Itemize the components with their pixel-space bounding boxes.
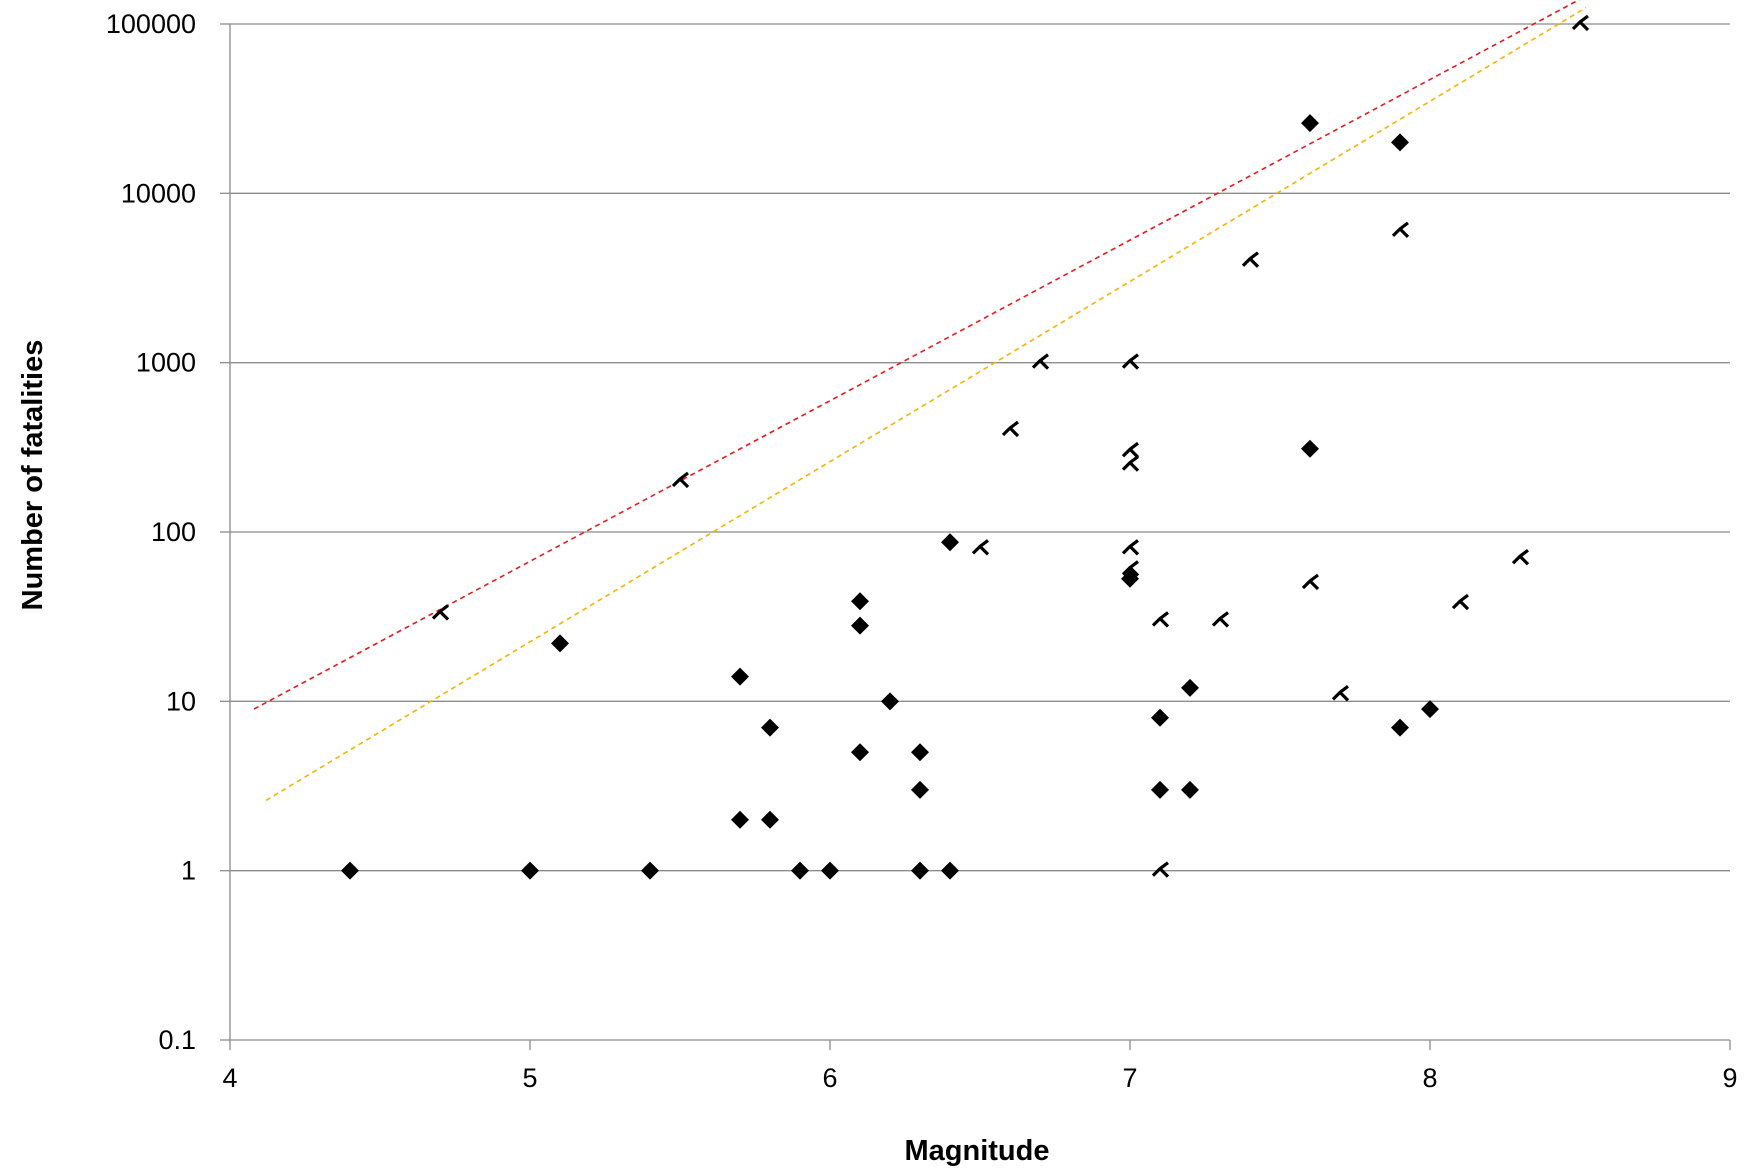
y-tick-label: 100: [151, 517, 196, 547]
filled-diamond-point: [941, 861, 959, 880]
data-points: [341, 14, 1590, 880]
open-bracket-point: [1301, 573, 1320, 591]
x-tick-label: 6: [822, 1063, 837, 1093]
open-bracket-point: [1001, 420, 1020, 438]
filled-diamond-point: [1151, 780, 1169, 799]
open-bracket-point: [1121, 539, 1140, 556]
open-bracket-point: [1121, 441, 1140, 459]
gridlines: [230, 23, 1730, 872]
filled-diamond-point: [1391, 133, 1409, 152]
open-bracket-point: [1511, 548, 1530, 566]
filled-diamond-point: [341, 861, 359, 880]
axes: [220, 23, 1731, 1050]
x-tick-label: 8: [1422, 1063, 1437, 1093]
filled-diamond-point: [821, 861, 839, 880]
x-axis-title: Magnitude: [905, 1135, 1050, 1167]
filled-diamond-point: [911, 780, 929, 799]
filled-diamond-point: [731, 810, 749, 829]
open-bracket-point: [431, 604, 450, 621]
filled-diamond-point: [881, 692, 899, 711]
filled-diamond-point: [1391, 718, 1409, 737]
filled-diamond-point: [641, 861, 659, 880]
filled-diamond-point: [521, 861, 539, 880]
y-tick-label: 10000: [121, 178, 196, 208]
filled-diamond-point: [1181, 678, 1199, 697]
x-tick-label: 5: [522, 1063, 537, 1093]
open-bracket-point: [671, 471, 690, 489]
filled-diamond-point: [851, 592, 869, 611]
y-tick-label: 1000: [136, 348, 196, 378]
x-tick-label: 7: [1122, 1063, 1137, 1093]
filled-diamond-point: [941, 533, 959, 552]
x-tick-label: 4: [222, 1063, 237, 1093]
trend-line-red: [253, 0, 1581, 710]
y-tick-label: 0.1: [158, 1025, 196, 1055]
filled-diamond-point: [791, 861, 809, 880]
y-tick-label: 10: [166, 686, 196, 716]
y-axis-title: Number of fatalities: [17, 340, 49, 611]
filled-diamond-point: [1301, 439, 1319, 458]
filled-diamond-point: [851, 616, 869, 635]
filled-diamond-point: [551, 634, 569, 653]
open-bracket-point: [1151, 861, 1170, 878]
filled-diamond-point: [1181, 780, 1199, 799]
filled-diamond-point: [731, 667, 749, 686]
open-bracket-point: [1241, 251, 1260, 268]
open-bracket-point: [1331, 685, 1350, 702]
open-bracket-point: [1451, 593, 1470, 611]
open-bracket-point: [1121, 455, 1140, 472]
filled-diamond-point: [911, 743, 929, 762]
filled-diamond-point: [761, 810, 779, 829]
open-bracket-point: [1121, 560, 1140, 577]
filled-diamond-point: [1421, 700, 1439, 719]
open-bracket-point: [1571, 14, 1590, 32]
open-bracket-point: [971, 539, 990, 556]
trend-line-orange: [265, 6, 1587, 802]
open-bracket-point: [1391, 221, 1410, 239]
filled-diamond-point: [911, 861, 929, 880]
y-tick-label: 1: [181, 856, 196, 886]
y-tick-label: 100000: [106, 9, 196, 39]
filled-diamond-point: [1151, 708, 1169, 727]
open-bracket-point: [1031, 353, 1050, 370]
open-bracket-point: [1211, 611, 1230, 628]
tick-labels: 0.1 1 10 100 1000 10000 100000 4 5 6 7 8 9: [106, 9, 1738, 1093]
filled-diamond-point: [851, 743, 869, 762]
x-tick-label: 9: [1722, 1063, 1737, 1093]
filled-diamond-point: [761, 718, 779, 737]
open-bracket-point: [1121, 353, 1140, 370]
trend-lines: [253, 0, 1587, 802]
open-bracket-point: [1151, 611, 1170, 628]
filled-diamond-point: [1301, 114, 1319, 133]
